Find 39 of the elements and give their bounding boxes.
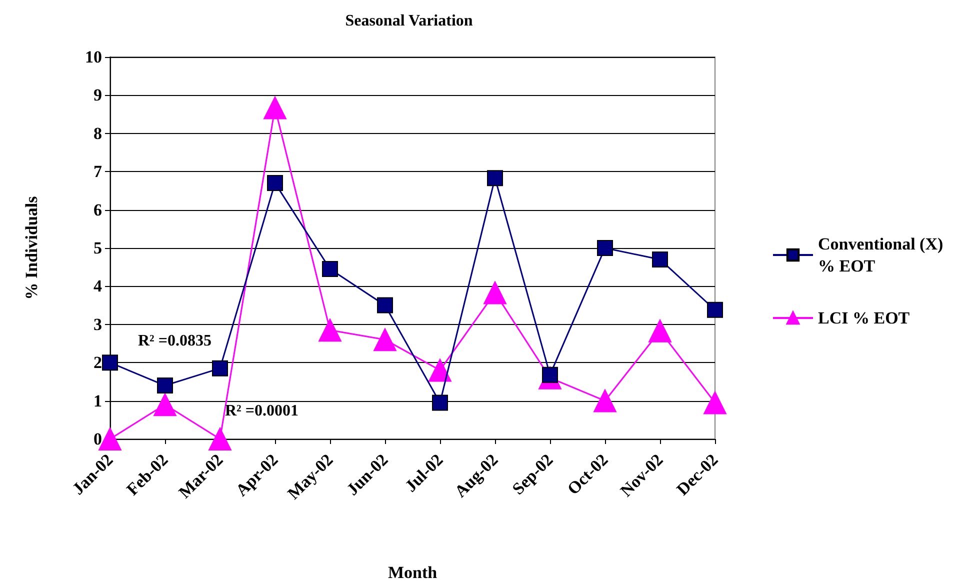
- y-tick-label: 2: [94, 353, 102, 372]
- y-tick-label: 10: [85, 48, 102, 66]
- point: [487, 170, 503, 186]
- y-tick-label: 4: [94, 276, 102, 296]
- annotation: R² =0.0001: [225, 402, 298, 420]
- y-tick-label: 9: [94, 86, 102, 105]
- point: [264, 96, 286, 120]
- y-tick-label: 7: [94, 162, 102, 182]
- point: [377, 297, 393, 314]
- point: [157, 378, 173, 394]
- point: [594, 389, 616, 412]
- point: [154, 393, 176, 416]
- point: [102, 354, 118, 371]
- y-tick-label: 8: [94, 124, 102, 143]
- y-tick-label: 5: [94, 238, 102, 258]
- point: [267, 175, 283, 192]
- point: [597, 240, 613, 256]
- point: [374, 328, 396, 352]
- point: [704, 391, 726, 414]
- point: [648, 319, 672, 342]
- legend-label: LCI % EOT: [818, 308, 910, 328]
- y-axis-title: % Individuals: [22, 196, 41, 300]
- y-tick-label: 1: [94, 391, 102, 410]
- point: [652, 251, 668, 268]
- point: [428, 358, 452, 382]
- x-axis-title: Month: [388, 563, 438, 582]
- point: [208, 428, 232, 450]
- annotation: R² =0.0835: [138, 332, 212, 350]
- point: [212, 360, 228, 376]
- chart-title: Seasonal Variation: [345, 12, 473, 30]
- point: [707, 302, 723, 318]
- point: [484, 281, 506, 304]
- y-tick-label: 3: [94, 314, 102, 334]
- point: [322, 261, 338, 278]
- point: [318, 318, 342, 342]
- point: [432, 394, 448, 411]
- y-tick-label: 0: [94, 430, 102, 448]
- legend-label: Conventional (X) % EOT: [818, 234, 948, 276]
- y-tick-label: 6: [94, 200, 102, 220]
